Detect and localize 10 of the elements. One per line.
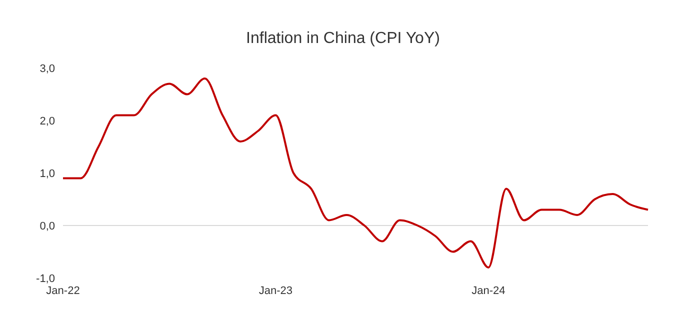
x-tick-label: Jan-22 (46, 284, 80, 297)
y-tick-label: 2,0 (40, 115, 55, 128)
line-series (62, 78, 649, 268)
x-tick-label: Jan-23 (258, 284, 293, 297)
chart-title: Inflation in China (CPI YoY) (245, 29, 441, 49)
y-tick-label: 1,0 (40, 168, 55, 180)
y-tick-label: 0,0 (40, 220, 55, 232)
x-tick-label: Jan-24 (472, 284, 506, 297)
y-tick-label: 3,0 (40, 62, 55, 75)
y-tick-label: -1,0 (36, 272, 55, 285)
